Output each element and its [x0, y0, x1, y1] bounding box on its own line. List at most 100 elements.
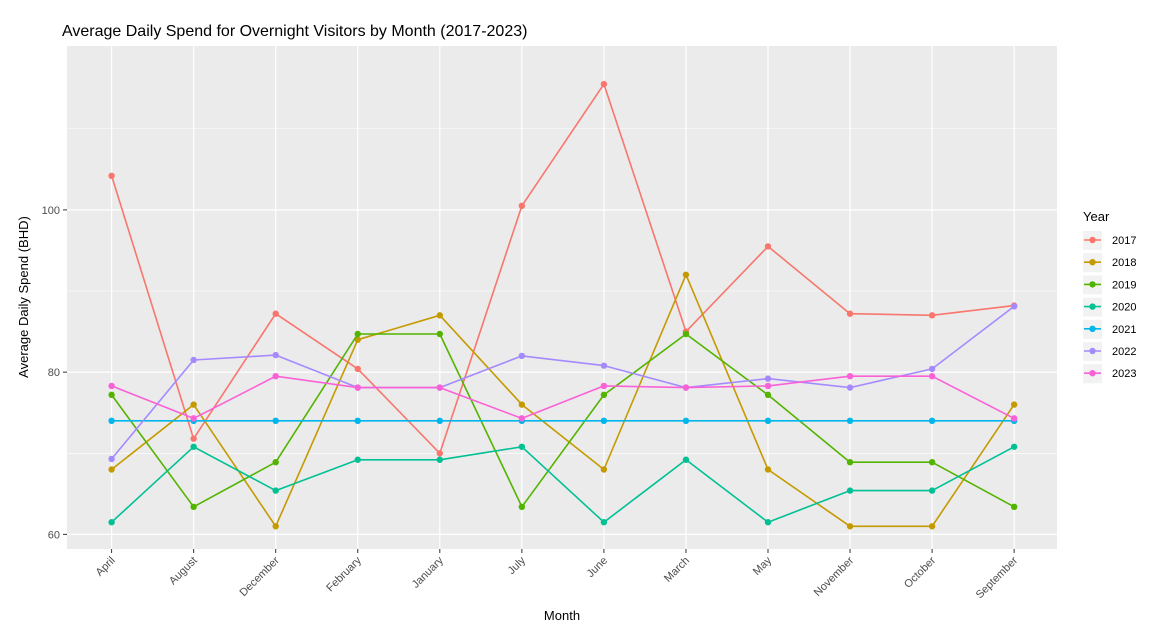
series-2018 [108, 271, 1018, 530]
plot-panel [67, 46, 1057, 549]
series-line-2018 [111, 273, 1015, 528]
data-point-2020 [354, 456, 361, 463]
data-point-2022 [600, 362, 608, 369]
data-point-2018 [600, 466, 608, 473]
data-point-2017 [108, 172, 115, 180]
data-point-2019 [764, 391, 772, 399]
grid-layer [67, 46, 1057, 549]
data-point-2022 [518, 352, 526, 360]
data-point-2020 [846, 487, 854, 494]
legend-key-point [1089, 370, 1096, 377]
x-tick-label: March [662, 555, 692, 585]
data-point-2019 [846, 458, 854, 466]
chart-title: Average Daily Spend for Overnight Visito… [62, 23, 527, 40]
data-point-2023 [354, 384, 361, 391]
data-point-2017 [272, 310, 279, 317]
data-point-2022 [272, 351, 279, 359]
data-point-2023 [190, 415, 197, 422]
data-point-2017 [600, 80, 608, 88]
legend-label: 2020 [1112, 302, 1136, 314]
series-2022 [108, 303, 1018, 463]
data-point-2022 [846, 384, 854, 391]
legend-item-2023: 2023 [1083, 364, 1136, 384]
data-point-2021 [600, 417, 608, 425]
data-point-2019 [108, 391, 115, 399]
series-2020 [108, 443, 1018, 526]
data-point-2018 [928, 523, 936, 530]
data-point-2020 [108, 519, 115, 526]
data-point-2017 [764, 243, 772, 250]
y-tick-label: 60 [48, 529, 60, 541]
data-point-2018 [190, 401, 197, 408]
data-point-2021 [846, 417, 854, 425]
data-point-2019 [928, 458, 936, 466]
data-point-2022 [108, 455, 115, 463]
legend: Year 2017 2018 2019 2020 2021 2022 2023 [1083, 209, 1136, 384]
legend-key-point [1089, 259, 1096, 266]
series-2023 [108, 372, 1018, 422]
data-point-2018 [272, 523, 279, 530]
legend-label: 2023 [1112, 368, 1136, 380]
data-point-2020 [600, 519, 608, 526]
data-point-2023 [1010, 415, 1018, 422]
data-point-2017 [928, 312, 936, 319]
y-tick-label: 100 [42, 205, 60, 217]
legend-label: 2017 [1112, 235, 1136, 247]
legend-item-2018: 2018 [1083, 253, 1136, 273]
x-axis: April August December February January July Ju… [94, 549, 1021, 601]
x-tick-label: August [167, 555, 200, 588]
legend-label: 2022 [1112, 346, 1136, 358]
data-point-2018 [1010, 401, 1018, 408]
legend-item-2021: 2021 [1083, 319, 1136, 339]
x-tick-label: May [751, 554, 775, 578]
data-point-2022 [1010, 303, 1018, 310]
data-point-2017 [190, 435, 197, 442]
legend-title: Year [1083, 209, 1110, 224]
data-point-2017 [354, 365, 361, 373]
data-point-2020 [682, 456, 690, 463]
data-point-2019 [272, 458, 279, 466]
data-point-2023 [436, 384, 443, 391]
series-line-2022 [110, 305, 1015, 460]
data-point-2021 [272, 417, 279, 425]
data-point-2020 [928, 487, 936, 494]
series-line-2017 [110, 83, 1015, 455]
x-tick-label: October [902, 554, 938, 590]
data-point-2019 [190, 503, 197, 511]
y-tick-label: 80 [48, 367, 60, 379]
data-point-2021 [436, 417, 443, 425]
legend-key-point [1089, 236, 1096, 244]
legend-item-2020: 2020 [1083, 297, 1136, 317]
legend-key-point [1089, 347, 1096, 355]
data-point-2018 [846, 523, 854, 530]
data-point-2020 [436, 456, 443, 463]
data-point-2019 [1010, 503, 1018, 511]
data-point-2021 [682, 417, 690, 425]
legend-key-point [1089, 281, 1096, 288]
data-point-2018 [764, 466, 772, 473]
data-point-2020 [190, 443, 197, 450]
x-tick-label: September [974, 554, 1021, 601]
x-axis-title: Month [544, 608, 580, 623]
legend-item-2022: 2022 [1083, 342, 1136, 361]
x-tick-label: April [94, 555, 118, 579]
series-line-2020 [111, 445, 1015, 524]
data-point-2019 [600, 391, 608, 399]
x-tick-label: December [237, 554, 282, 599]
legend-label: 2018 [1112, 257, 1136, 269]
data-point-2020 [1010, 443, 1018, 450]
data-point-2019 [436, 330, 443, 338]
data-point-2022 [928, 365, 936, 373]
data-point-2020 [764, 519, 772, 526]
data-point-2017 [518, 202, 526, 210]
legend-key-point [1089, 303, 1096, 310]
data-point-2021 [354, 417, 361, 425]
data-point-2023 [928, 372, 936, 380]
data-point-2019 [354, 330, 361, 338]
data-point-2023 [764, 382, 772, 390]
x-tick-label: June [585, 555, 610, 580]
x-tick-label: July [506, 554, 529, 577]
x-tick-label: February [324, 554, 364, 594]
data-point-2021 [108, 417, 115, 425]
